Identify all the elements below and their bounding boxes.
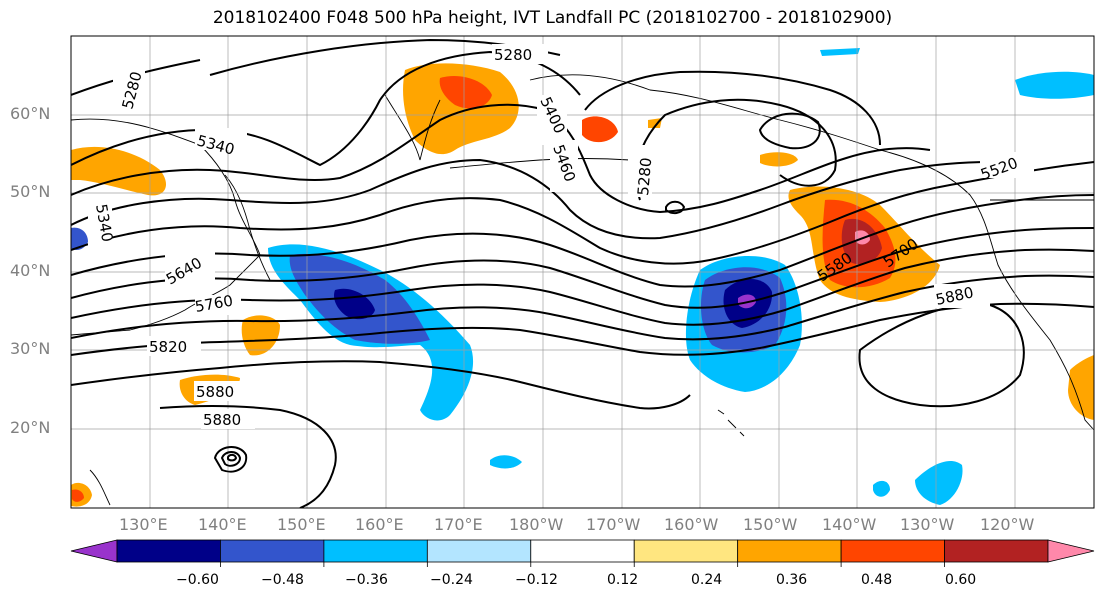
colorbar-tick-label: 0.24 <box>691 572 723 588</box>
contour-5880-b <box>159 404 337 508</box>
contour-label: 5880 <box>203 411 241 429</box>
colorbar-segment <box>944 539 1049 563</box>
lon-label: 150°W <box>743 515 798 534</box>
colorbar-tick-label: −0.36 <box>345 572 388 588</box>
colorbar-segment <box>323 539 428 563</box>
coast-asia <box>71 118 261 336</box>
contour-typhoon-2 <box>220 451 242 467</box>
coast-hawaii <box>717 409 745 437</box>
colorbar-segment <box>116 539 221 563</box>
ivt-positive-us-coast <box>1068 355 1094 420</box>
contour-5880-east <box>858 303 1025 408</box>
lat-label: 60°N <box>10 104 51 123</box>
colorbar-segment <box>530 539 635 563</box>
contour-labels: 5280 5280 5340 5340 5400 5460 5280 5520 … <box>88 44 1034 429</box>
contour-typhoon-1 <box>213 446 248 473</box>
colorbar-tick-label: 0.48 <box>861 572 893 588</box>
ivt-positive-shading <box>71 63 1094 507</box>
ivt-negative-bits-a <box>490 455 522 469</box>
colorbar-tick-label: −0.24 <box>430 572 473 588</box>
contour-typhoon-3 <box>227 453 238 462</box>
lon-label: 140°E <box>198 515 247 534</box>
colorbar-tick-label: −0.60 <box>176 572 219 588</box>
contour-5520 <box>71 161 1094 265</box>
ivt-negative-bits-e <box>820 48 860 56</box>
contour-label: 5820 <box>149 338 187 356</box>
contour-5880-a <box>71 360 691 410</box>
colorbar-tick-label: 0.60 <box>945 572 977 588</box>
contour-5280-gulf <box>635 98 837 201</box>
colorbar-tick-label: −0.12 <box>515 572 558 588</box>
lat-label: 30°N <box>10 339 51 358</box>
lon-label: 150°E <box>277 515 326 534</box>
ivt-positive-kamchatka <box>403 63 519 155</box>
colorbar-segment <box>737 539 842 563</box>
lat-label: 50°N <box>10 182 51 201</box>
ivt-positive-japan-south <box>241 315 280 356</box>
lon-label: 160°W <box>664 515 719 534</box>
map-frame <box>70 35 1095 509</box>
ivt-negative-bits-c <box>873 480 890 497</box>
contour-5760 <box>71 274 1094 341</box>
contour-label: 5280 <box>494 46 532 64</box>
lon-label: 170°E <box>434 515 483 534</box>
lon-label: 130°W <box>900 515 955 534</box>
colorbar <box>70 539 1095 567</box>
lon-label: 120°W <box>980 515 1035 534</box>
coast-philippines <box>89 469 111 506</box>
coast-japan <box>224 174 271 281</box>
coast-aleutians <box>449 158 631 169</box>
colorbar-segment <box>633 539 739 563</box>
contour-5700 <box>71 248 1094 326</box>
ivt-negative-bits-b <box>915 460 963 505</box>
ivt-positive-far-west <box>71 146 167 196</box>
lat-label: 20°N <box>10 418 51 437</box>
ivt-negative-bits-d <box>1015 71 1094 99</box>
coast-north-america <box>879 149 1094 431</box>
ivt-positive-bit-a <box>582 116 618 143</box>
contour-5580 <box>71 194 1094 288</box>
map-title: 2018102400 F048 500 hPa height, IVT Land… <box>212 8 893 28</box>
ivt-positive-kamchatka-core <box>439 75 492 109</box>
ivt-negative-far-west <box>71 227 88 250</box>
colorbar-tick-label: 0.36 <box>776 572 808 588</box>
colorbar-segment <box>840 539 945 563</box>
lon-label: 130°E <box>119 515 168 534</box>
lon-label: 170°W <box>586 515 641 534</box>
colorbar-tick-label: 0.12 <box>607 572 639 588</box>
contour-small-loop <box>665 200 686 215</box>
colorbar-segment <box>426 539 532 563</box>
contour-label: 5880 <box>196 383 234 401</box>
ivt-positive-bottom-left-core <box>72 489 84 502</box>
lon-label: 180°W <box>509 515 564 534</box>
colorbar-segment <box>220 539 325 563</box>
colorbar-tick-label: −0.48 <box>261 572 304 588</box>
contour-5460 <box>71 158 991 240</box>
contour-5340-loop <box>584 70 881 146</box>
colorbar-extend-min <box>70 539 118 563</box>
lon-label: 160°E <box>355 515 404 534</box>
lat-label: 40°N <box>10 261 51 280</box>
contour-5280-low <box>758 112 821 150</box>
contour-label: 5280 <box>634 157 655 197</box>
colorbar-extend-max <box>1047 539 1095 563</box>
lon-label: 140°W <box>822 515 877 534</box>
contour-5640 <box>71 227 1094 309</box>
